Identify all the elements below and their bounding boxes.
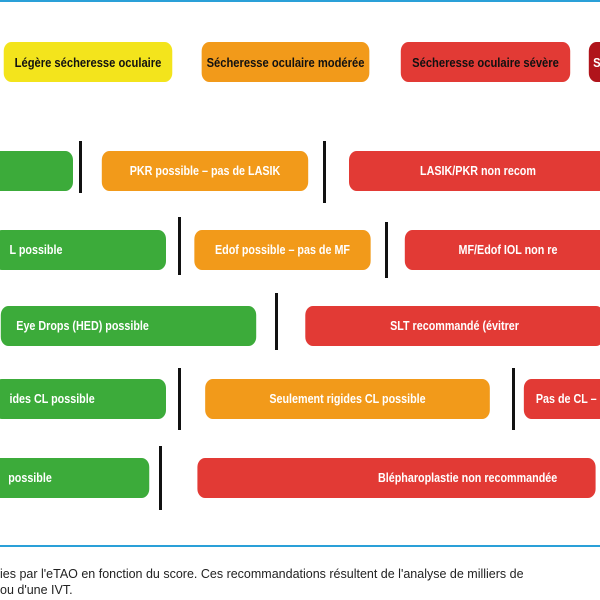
row1-orange-band: PKR possible – pas de LASIK — [101, 151, 309, 191]
header-moderate-label: Sécheresse oculaire modérée — [206, 54, 365, 70]
row4-orange-band: Seulement rigides CL possible — [205, 379, 490, 419]
row5-red-label: Blépharoplastie non recommandée — [378, 471, 558, 485]
caption-line-2: ou d'une IVT. — [0, 583, 73, 597]
row3-green-band: Eye Drops (HED) possible — [0, 306, 257, 346]
header-severe: Sécheresse oculaire sévère — [400, 42, 571, 82]
top-rule — [0, 0, 600, 2]
header-moderate: Sécheresse oculaire modérée — [201, 42, 370, 82]
header-extreme: S — [588, 42, 600, 82]
row3-red-band: SLT recommandé (évitrer — [305, 306, 600, 346]
header-mild-label: Légère sécheresse oculaire — [14, 54, 162, 70]
row1-divider-2 — [323, 141, 326, 203]
row1-orange-label: PKR possible – pas de LASIK — [129, 164, 281, 178]
row2-green-label: L possible — [9, 243, 63, 257]
row4-divider-1 — [178, 368, 181, 430]
header-extreme-label: S — [593, 54, 600, 70]
row4-red-band: Pas de CL – s — [523, 379, 600, 419]
row2-red-label: MF/Edof IOL non re — [458, 243, 558, 257]
row5-divider — [159, 446, 162, 510]
row3-divider — [275, 293, 278, 350]
bottom-rule — [0, 545, 600, 547]
row1-red-band: LASIK/PKR non recom — [349, 151, 600, 191]
row3-red-label: SLT recommandé (évitrer — [390, 319, 519, 333]
row4-divider-2 — [512, 368, 515, 430]
row3-green-label: Eye Drops (HED) possible — [16, 319, 149, 333]
row1-red-label: LASIK/PKR non recom — [420, 164, 536, 178]
row5-red-band: Blépharoplastie non recommandée — [197, 458, 596, 498]
caption-line-1: ies par l'eTAO en fonction du score. Ces… — [0, 567, 524, 581]
row2-red-band: MF/Edof IOL non re — [404, 230, 600, 270]
row2-green-band: L possible — [0, 230, 166, 270]
row2-orange-band: Edof possible – pas de MF — [194, 230, 371, 270]
row2-divider-1 — [178, 217, 181, 275]
row4-red-label: Pas de CL – s — [535, 392, 600, 406]
header-severe-label: Sécheresse oculaire sévère — [412, 54, 559, 70]
row2-orange-label: Edof possible – pas de MF — [214, 243, 350, 257]
row4-green-band: ides CL possible — [0, 379, 166, 419]
row1-divider-1 — [79, 141, 82, 193]
row5-green-band: possible — [0, 458, 150, 498]
row5-green-label: possible — [8, 471, 52, 485]
row1-green-band — [0, 151, 73, 191]
row2-divider-2 — [385, 222, 388, 278]
figure-caption: ies par l'eTAO en fonction du score. Ces… — [0, 566, 600, 598]
row4-orange-label: Seulement rigides CL possible — [269, 392, 426, 406]
row4-green-label: ides CL possible — [9, 392, 95, 406]
header-mild: Légère sécheresse oculaire — [3, 42, 173, 82]
